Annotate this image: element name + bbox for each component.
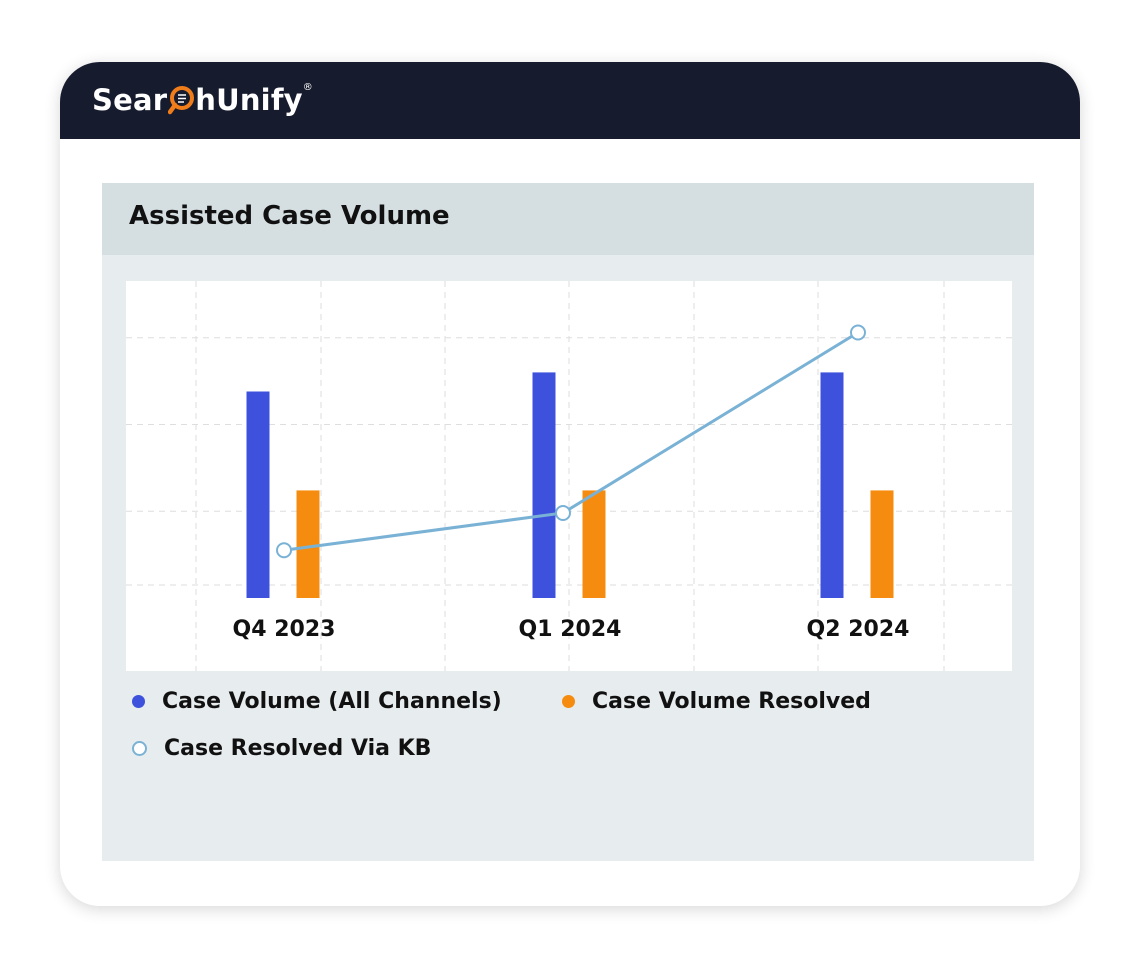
legend-item-case-resolved-via-kb: Case Resolved Via KB <box>132 736 431 761</box>
bar-case-volume <box>820 372 844 598</box>
logo-text-end: hUnify <box>195 83 303 117</box>
bar-case-volume-resolved <box>296 490 320 598</box>
chart-bars <box>246 372 894 598</box>
chart-line <box>276 324 866 559</box>
bar-case-volume-resolved <box>870 490 894 598</box>
searchunify-logo: Sear hUnify ® <box>92 80 313 120</box>
legend-label: Case Volume Resolved <box>592 689 871 714</box>
line-point-case-resolved-via-kb <box>555 504 571 521</box>
legend-swatch-blue <box>132 695 145 708</box>
chart-svg: Q4 2023 Q1 2024 Q2 2024 <box>126 281 1012 671</box>
legend-label: Case Resolved Via KB <box>164 736 432 761</box>
line-point-case-resolved-via-kb <box>276 542 292 559</box>
x-tick-label: Q4 2023 <box>233 617 336 642</box>
chart-plot-area: Q4 2023 Q1 2024 Q2 2024 <box>126 281 1012 671</box>
legend-swatch-hollow <box>132 741 147 756</box>
report-card: Sear hUnify ® Assisted Case Volume <box>60 62 1080 906</box>
legend-label: Case Volume (All Channels) <box>162 689 502 714</box>
line-point-case-resolved-via-kb <box>850 324 866 341</box>
chart-legend: Case Volume (All Channels) Case Volume R… <box>126 689 1012 789</box>
chart-grid <box>126 281 1012 671</box>
x-tick-label: Q1 2024 <box>519 617 622 642</box>
bar-case-volume <box>246 391 270 598</box>
logo-text-start: Sear <box>92 83 168 117</box>
line-case-resolved-via-kb <box>283 331 859 552</box>
chart-x-axis-labels: Q4 2023 Q1 2024 Q2 2024 <box>233 617 910 642</box>
x-tick-label: Q2 2024 <box>807 617 910 642</box>
legend-swatch-orange <box>562 695 575 708</box>
brand-header: Sear hUnify ® <box>60 62 1080 139</box>
legend-item-case-volume-resolved: Case Volume Resolved <box>562 689 871 714</box>
chart-panel: Assisted Case Volume Q4 2023 Q1 2024 Q2 20… <box>102 183 1034 861</box>
panel-title: Assisted Case Volume <box>129 201 450 231</box>
legend-item-case-volume: Case Volume (All Channels) <box>132 689 502 714</box>
magnifier-icon <box>167 85 195 115</box>
registered-mark: ® <box>302 82 313 93</box>
bar-case-volume <box>532 372 556 598</box>
bar-case-volume-resolved <box>582 490 606 598</box>
panel-title-bar: Assisted Case Volume <box>102 183 1034 255</box>
